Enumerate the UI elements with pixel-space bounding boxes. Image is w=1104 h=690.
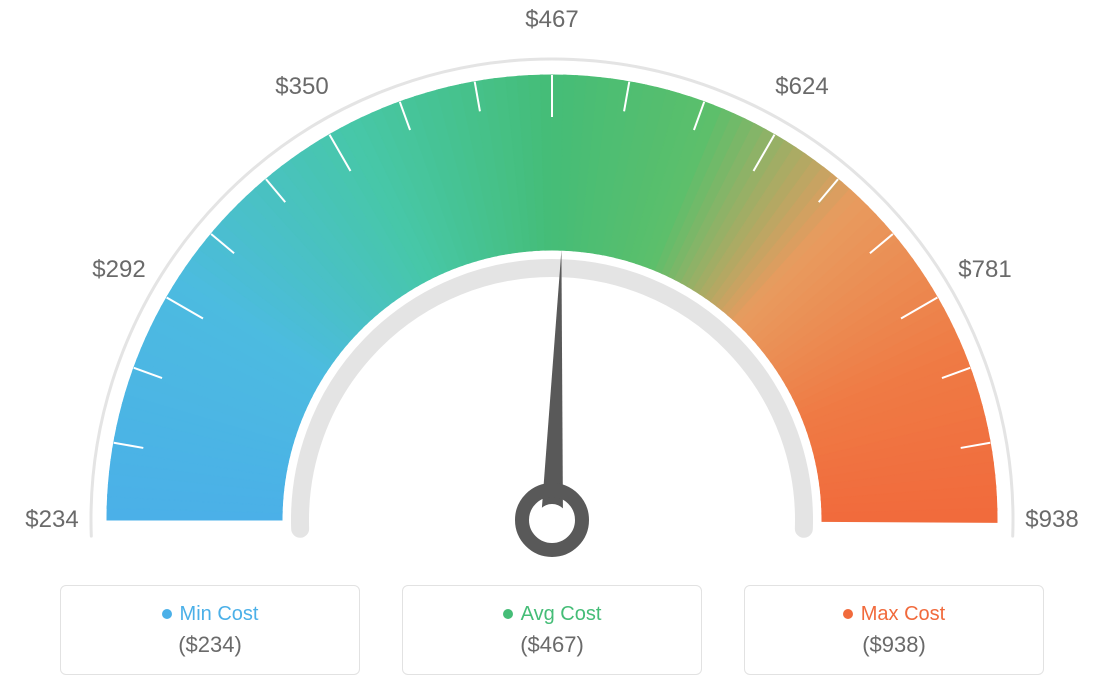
gauge-tick-label: $781 <box>958 256 1011 284</box>
gauge-tick-label: $624 <box>775 73 828 101</box>
legend-dot-min <box>162 609 172 619</box>
gauge-tick-label: $467 <box>525 6 578 34</box>
legend-dot-avg <box>503 609 513 619</box>
legend-label-avg: Avg Cost <box>521 603 602 626</box>
gauge-tick-label: $350 <box>275 73 328 101</box>
legend-label-min: Min Cost <box>180 603 259 626</box>
gauge-chart: $234 $292 $350 $467 $624 $781 $938 <box>0 0 1104 560</box>
legend-title-min: Min Cost <box>162 603 259 626</box>
legend-dot-max <box>843 609 853 619</box>
legend-title-avg: Avg Cost <box>503 603 602 626</box>
gauge-tick-label: $234 <box>25 506 78 534</box>
legend-row: Min Cost ($234) Avg Cost ($467) Max Cost… <box>60 585 1044 675</box>
gauge-tick-label: $938 <box>1025 506 1078 534</box>
gauge-tick-label: $292 <box>92 256 145 284</box>
legend-label-max: Max Cost <box>861 603 945 626</box>
legend-title-max: Max Cost <box>843 603 945 626</box>
legend-card-max: Max Cost ($938) <box>744 585 1044 675</box>
legend-card-avg: Avg Cost ($467) <box>402 585 702 675</box>
gauge-svg <box>0 0 1104 560</box>
legend-card-min: Min Cost ($234) <box>60 585 360 675</box>
legend-value-avg: ($467) <box>520 632 584 658</box>
legend-value-max: ($938) <box>862 632 926 658</box>
legend-value-min: ($234) <box>178 632 242 658</box>
